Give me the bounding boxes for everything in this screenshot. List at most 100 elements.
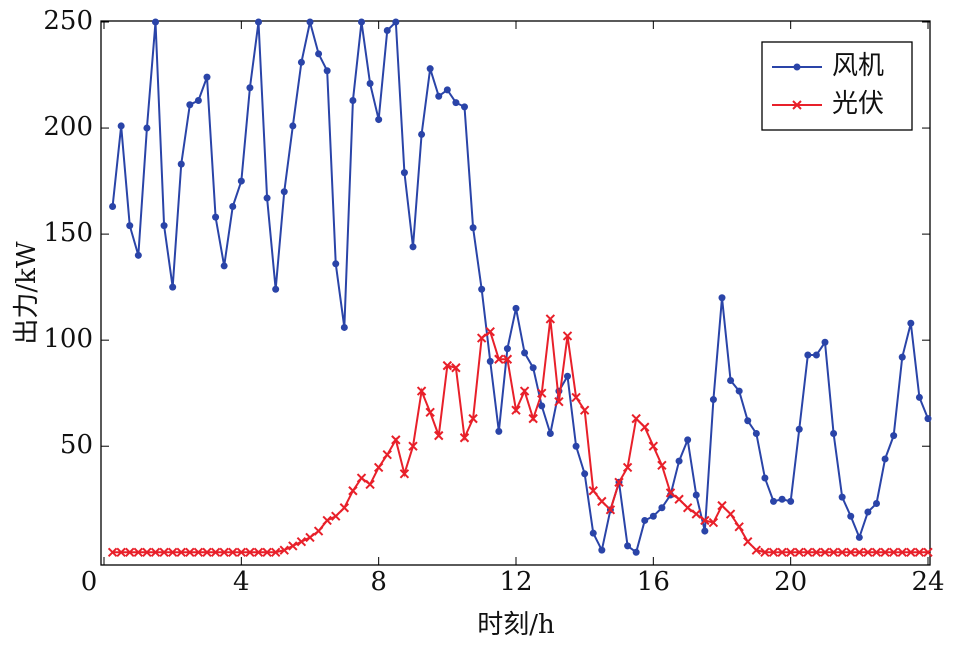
point (838, 493, 846, 501)
point (640, 422, 650, 432)
point (339, 503, 350, 513)
point (279, 545, 289, 555)
point (272, 285, 280, 293)
point (349, 96, 357, 104)
point (228, 547, 238, 557)
point (461, 103, 468, 111)
point (160, 222, 168, 230)
point (306, 18, 314, 26)
x-tick-label: 4 (233, 567, 250, 597)
point (134, 251, 142, 259)
point (332, 260, 340, 268)
point (751, 545, 762, 555)
point (665, 488, 676, 498)
point (924, 415, 932, 423)
point (262, 547, 272, 557)
point (598, 546, 606, 554)
series-line (111, 19, 929, 554)
point (142, 547, 152, 557)
point (469, 224, 477, 232)
point (219, 547, 229, 557)
point (152, 18, 159, 26)
point (581, 470, 589, 478)
point (159, 547, 169, 557)
point (315, 50, 323, 58)
point (846, 547, 856, 557)
point (657, 460, 667, 471)
point (503, 345, 511, 353)
point (873, 499, 880, 507)
point (443, 86, 451, 94)
point (614, 477, 624, 487)
point (725, 509, 736, 519)
point (358, 18, 365, 26)
point (356, 473, 367, 483)
point (727, 376, 735, 384)
point (684, 436, 692, 444)
point (408, 441, 418, 451)
point (785, 547, 796, 557)
point (109, 203, 117, 211)
point (313, 526, 324, 536)
point (907, 319, 915, 327)
point (794, 547, 804, 557)
point (648, 441, 659, 451)
point (511, 405, 521, 415)
point (133, 547, 144, 557)
point (761, 474, 769, 482)
point (478, 285, 486, 293)
point (495, 427, 503, 435)
point (701, 527, 709, 535)
point (537, 388, 547, 398)
point (675, 457, 683, 465)
y-tick-label: 250 (43, 6, 93, 36)
point (914, 547, 925, 557)
point (597, 496, 607, 507)
point (435, 92, 443, 100)
y-axis-label: 出力/kW (12, 241, 42, 345)
point (768, 547, 779, 557)
point (744, 417, 752, 425)
point (263, 194, 271, 202)
point (871, 547, 882, 557)
point (150, 547, 161, 557)
point (375, 116, 383, 124)
point (288, 541, 298, 551)
legend-label: 风机 (832, 51, 884, 81)
legend-marker (792, 100, 802, 110)
y-tick-label: 50 (60, 430, 93, 460)
y-tick-label: 100 (43, 324, 93, 354)
point (906, 547, 916, 557)
point (117, 122, 125, 130)
point (579, 405, 590, 415)
point (837, 547, 847, 557)
point (787, 497, 795, 505)
point (202, 547, 212, 557)
point (451, 363, 461, 373)
point (752, 429, 760, 437)
y-tick-label: 200 (43, 112, 93, 142)
point (770, 497, 777, 505)
point (203, 73, 211, 81)
point (641, 516, 649, 524)
point (545, 314, 556, 324)
point (821, 338, 829, 346)
point (229, 203, 237, 211)
legend-marker (793, 63, 801, 71)
x-tick-label: 8 (370, 567, 387, 597)
point (605, 505, 616, 515)
point (562, 331, 573, 341)
point (400, 169, 408, 177)
point (890, 432, 898, 440)
point (323, 67, 331, 75)
point (538, 402, 546, 410)
point (881, 455, 889, 463)
point (863, 547, 873, 557)
point (812, 351, 820, 359)
point (588, 486, 598, 496)
point (452, 99, 460, 107)
point (459, 433, 470, 443)
point (486, 357, 494, 365)
